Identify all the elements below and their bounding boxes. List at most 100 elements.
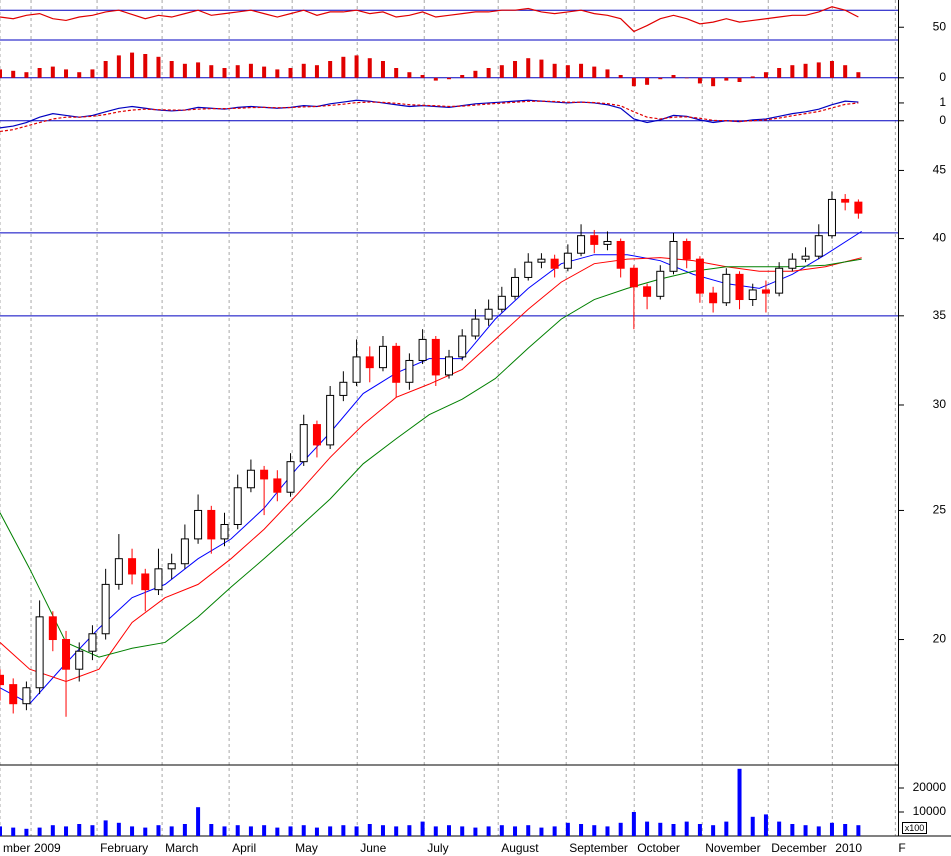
bar (156, 825, 161, 836)
candle-body (616, 240, 625, 269)
candle-body (339, 381, 348, 396)
candle-body (563, 252, 572, 269)
y-tick-label: 30 (933, 397, 947, 411)
candle-body (405, 359, 414, 383)
bar (750, 816, 755, 836)
bar (592, 66, 597, 78)
candle-body (629, 267, 638, 288)
bar (37, 827, 42, 836)
bar (169, 61, 174, 78)
bar (803, 63, 808, 78)
bar (235, 65, 240, 78)
grid-layer: mber 2009 February March April May June July Aug… (0, 0, 906, 855)
candle-body (180, 538, 189, 565)
candle-body (141, 573, 150, 591)
bar (684, 77, 689, 79)
bar (433, 77, 438, 81)
bar (341, 825, 346, 836)
bar (288, 826, 293, 836)
bar (658, 822, 663, 836)
bar (777, 821, 782, 836)
x-tick-label: November (705, 841, 760, 855)
bar (460, 75, 465, 78)
bar (420, 75, 425, 78)
bar (354, 55, 359, 78)
bar (763, 814, 768, 836)
candle-body (511, 276, 520, 297)
bar (605, 69, 610, 78)
bar (64, 826, 69, 836)
bar (288, 68, 293, 78)
bar (697, 824, 702, 836)
bar (618, 822, 623, 836)
candle-body (722, 273, 731, 304)
bar (499, 825, 504, 836)
candle-body (643, 286, 652, 297)
candle-body (220, 523, 229, 540)
bar (473, 70, 478, 78)
bar (697, 77, 702, 84)
bar (64, 69, 69, 78)
y-tick-label: 40 (933, 231, 947, 245)
candle-body (801, 255, 810, 260)
moving-average (0, 258, 862, 658)
bar (737, 768, 742, 836)
x-tick-label: August (501, 841, 539, 855)
bar (539, 827, 544, 836)
bar (103, 61, 108, 78)
bar (829, 822, 834, 836)
bar (526, 825, 531, 836)
bar (248, 826, 253, 836)
candle-body (114, 558, 123, 585)
bar (790, 65, 795, 78)
candle-body (418, 338, 427, 361)
x-tick-label: March (165, 841, 198, 855)
bar (539, 59, 544, 78)
unit-label: x100 (905, 823, 925, 833)
bar (724, 821, 729, 836)
bar (671, 75, 676, 78)
x-tick-label: February (100, 841, 148, 855)
candle-body (88, 633, 97, 652)
bar (829, 61, 834, 78)
bar (0, 826, 2, 836)
y-tick-label: 45 (933, 163, 947, 177)
bar (631, 812, 636, 836)
x-tick-label: June (360, 841, 386, 855)
unit-box (902, 822, 927, 834)
candle-body (590, 235, 599, 245)
candle-body (735, 273, 744, 301)
bar (447, 77, 451, 80)
candle-body (775, 267, 784, 294)
x-tick-label: May (295, 841, 318, 855)
moving-average (0, 230, 862, 705)
candle-body (854, 201, 863, 214)
x-tick-label: December (771, 841, 826, 855)
candle-body (207, 509, 216, 540)
x-tick-label: F (898, 841, 905, 855)
bar (645, 77, 650, 85)
bar (182, 824, 187, 836)
bar (367, 824, 372, 836)
y-tick-label: 20000 (913, 780, 947, 794)
bar (169, 826, 174, 836)
bar (394, 68, 399, 78)
candle-body (524, 261, 533, 278)
candle-body (484, 308, 493, 320)
bar (11, 70, 16, 78)
candle-body (603, 240, 612, 245)
bar (262, 66, 267, 78)
candle-body (352, 356, 361, 383)
bar (552, 63, 557, 78)
candle-body (827, 198, 836, 237)
candle-body (9, 684, 18, 705)
bar (209, 824, 214, 836)
y-tick-label: 0 (939, 113, 946, 127)
bar (77, 72, 82, 78)
bar (90, 69, 95, 78)
bar (645, 821, 650, 836)
bar (103, 820, 108, 836)
candle-body (128, 558, 137, 575)
candle-body (365, 356, 374, 369)
